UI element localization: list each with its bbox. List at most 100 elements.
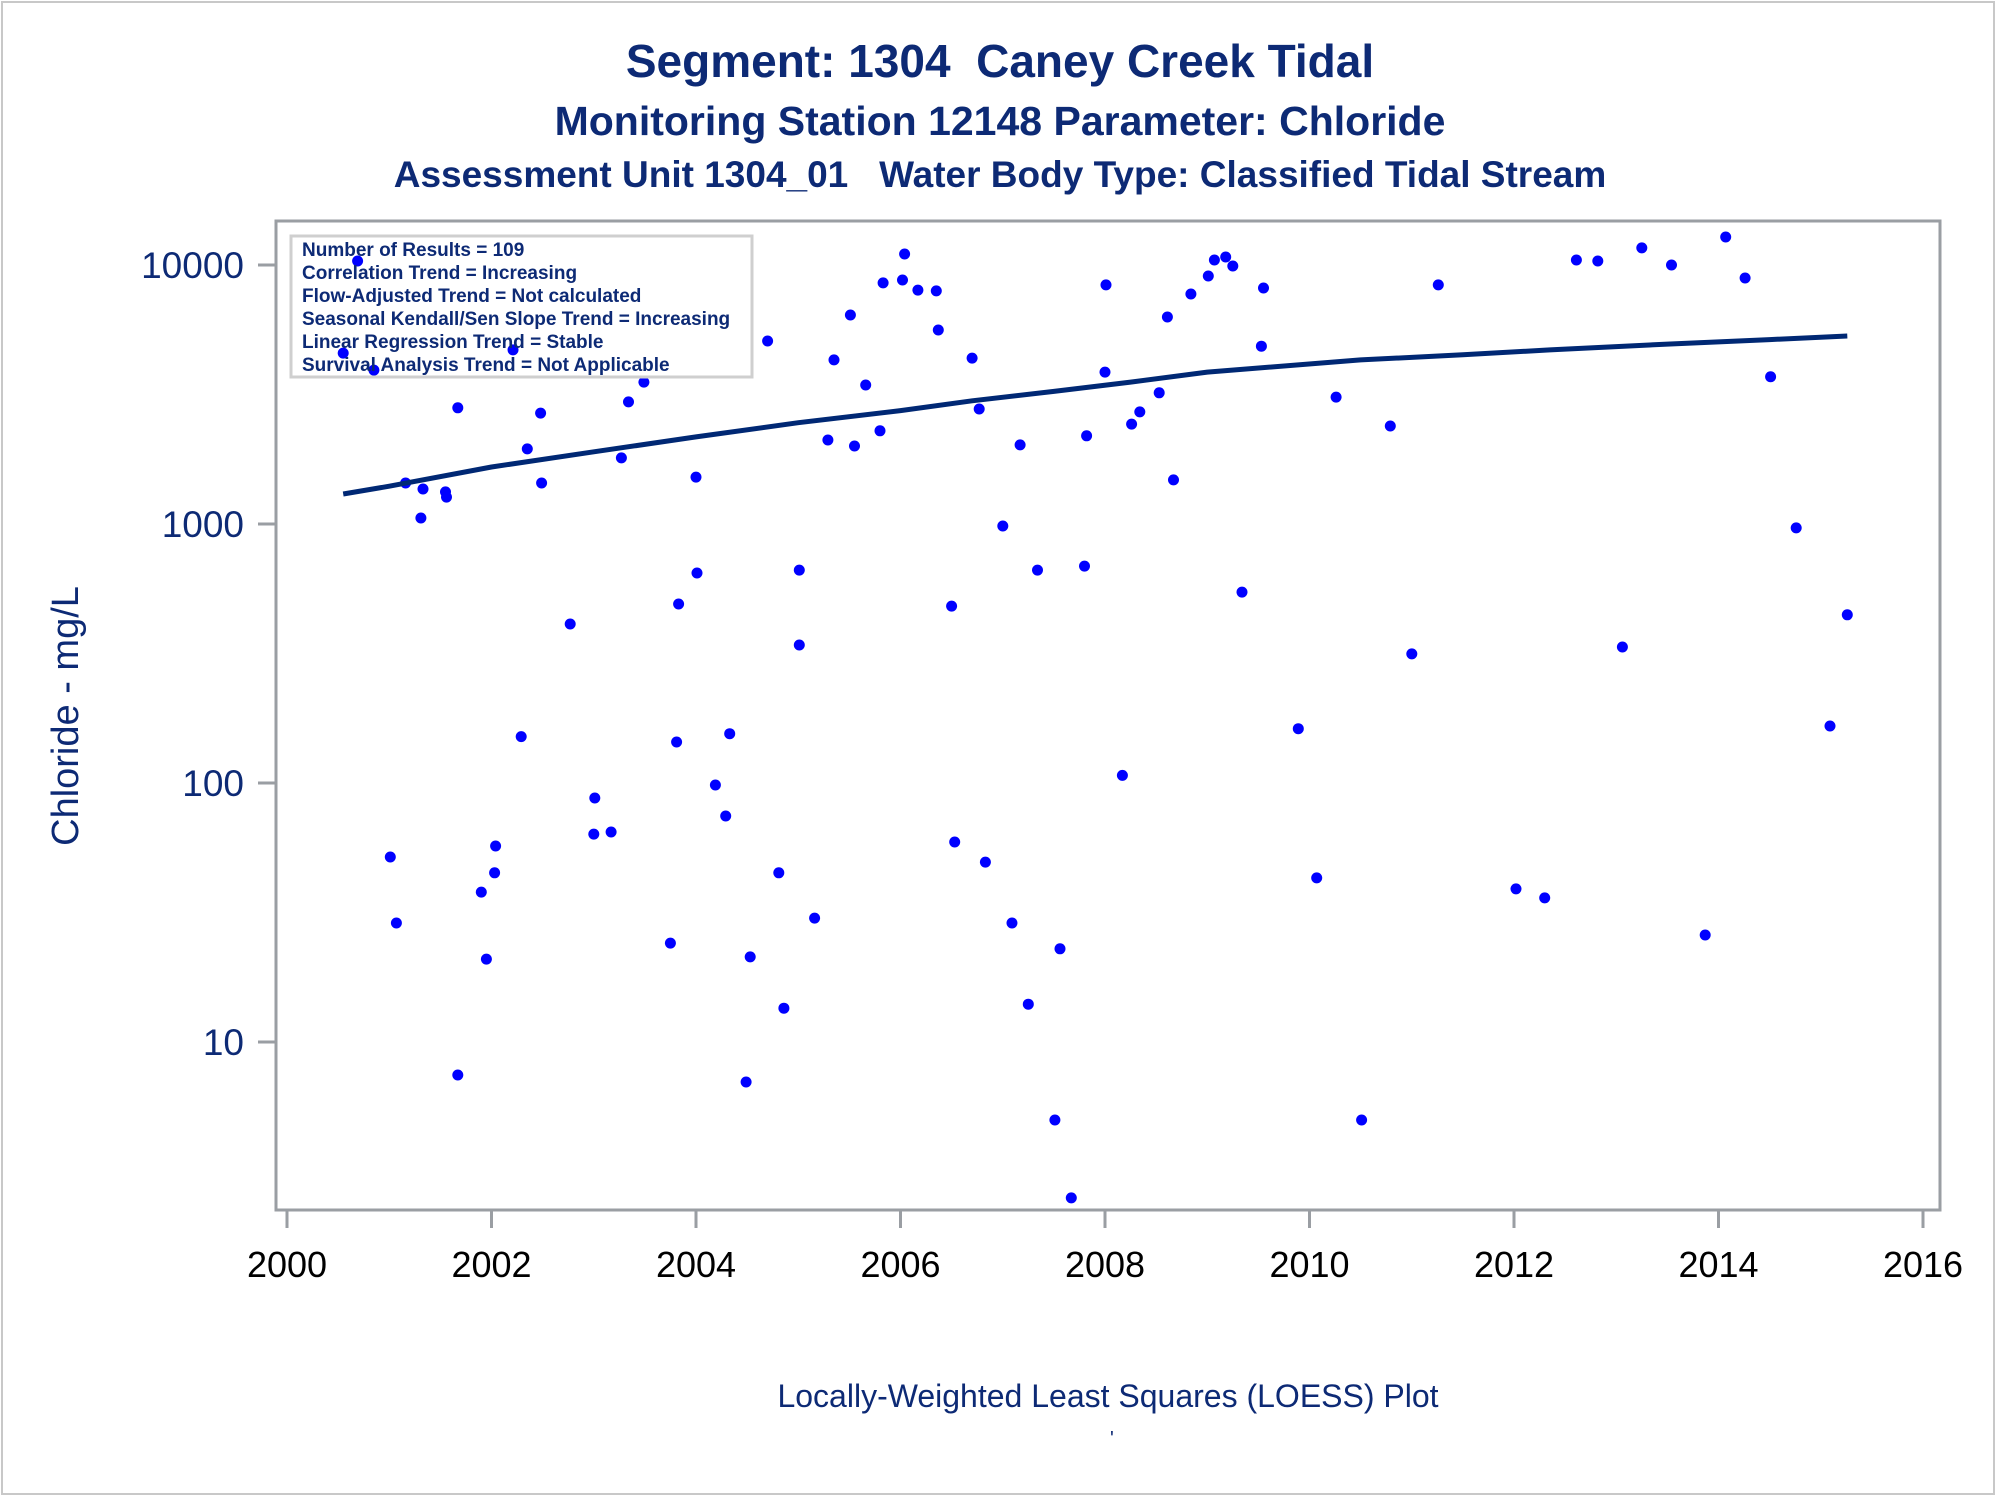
data-point [973, 403, 985, 415]
data-point [1824, 720, 1836, 732]
data-point [897, 274, 908, 286]
y-tick-label: 100 [182, 763, 244, 804]
data-point [1592, 255, 1604, 267]
data-point [671, 736, 683, 748]
y-tick-label: 10000 [141, 245, 244, 286]
y-axis-label: Chloride - mg/L [45, 586, 87, 846]
data-point [1765, 371, 1777, 383]
data-point [1168, 474, 1179, 486]
x-tick-label: 2014 [1678, 1244, 1758, 1285]
y-axis: 10 100 1000 10000 [141, 245, 276, 1063]
data-point [1666, 259, 1677, 271]
data-point [490, 840, 502, 852]
data-point [1636, 242, 1648, 254]
x-tick-label: 2004 [656, 1244, 736, 1285]
data-point [337, 347, 349, 359]
data-point [1202, 270, 1214, 282]
y-tick-label: 10 [203, 1022, 244, 1063]
data-point [691, 567, 703, 579]
data-point [515, 731, 527, 743]
data-point [997, 520, 1009, 532]
plot-footnote: Locally-Weighted Least Squares (LOESS) P… [777, 1378, 1439, 1414]
x-tick-label: 2008 [1065, 1244, 1145, 1285]
data-point [946, 600, 958, 612]
data-point [564, 618, 576, 630]
data-point [507, 344, 519, 356]
stats-flow-adjusted-trend: Flow-Adjusted Trend = Not calculated [302, 286, 641, 307]
data-point [793, 564, 805, 576]
data-point [1384, 420, 1396, 432]
x-axis: 2000 2002 2004 2006 2008 2010 2012 2014 2016 [247, 1210, 1963, 1285]
stats-survival-analysis-trend: Survival Analysis Trend = Not Applicable [302, 355, 670, 376]
data-point [623, 396, 634, 408]
data-point [773, 867, 785, 879]
stats-box-frame [289, 234, 754, 379]
stats-number-of-results: Number of Results = 109 [302, 240, 524, 261]
data-point [1022, 998, 1034, 1010]
data-point [1699, 929, 1711, 941]
data-point [1255, 340, 1267, 352]
x-tick-label: 2000 [247, 1244, 327, 1285]
data-point [1161, 311, 1173, 323]
data-point [589, 792, 601, 804]
data-point [1258, 282, 1269, 294]
data-point [536, 477, 548, 489]
data-point [822, 434, 834, 446]
data-point [390, 917, 402, 929]
data-point [844, 309, 856, 321]
data-point [441, 491, 452, 503]
data-point [417, 483, 429, 495]
data-point [1153, 387, 1165, 399]
data-point [521, 443, 533, 455]
data-point [1570, 254, 1582, 266]
data-point [724, 728, 736, 740]
data-point [1790, 522, 1802, 534]
stats-seasonal-kendall-trend: Seasonal Kendall/Sen Slope Trend = Incre… [302, 309, 730, 330]
data-point [1099, 366, 1111, 378]
data-point [1292, 723, 1304, 735]
x-tick-label: 2006 [860, 1244, 940, 1285]
data-point [1720, 231, 1732, 243]
data-point [1356, 1114, 1368, 1126]
data-point [1100, 279, 1112, 291]
data-point [415, 512, 427, 524]
data-point [1311, 872, 1323, 884]
data-point [1227, 260, 1239, 272]
x-tick-label: 2016 [1883, 1244, 1963, 1285]
data-point [638, 376, 650, 388]
data-point [809, 912, 821, 924]
data-point [1065, 1192, 1077, 1204]
data-point [744, 951, 756, 963]
data-point [1014, 439, 1026, 451]
data-point [912, 284, 924, 296]
data-point [1079, 560, 1090, 572]
x-tick-label: 2010 [1269, 1244, 1349, 1285]
data-point [979, 856, 991, 868]
data-point [452, 402, 464, 414]
data-point [860, 379, 872, 391]
data-point [899, 248, 911, 260]
data-point [793, 639, 805, 651]
chart-title: Segment: 1304 Caney Creek Tidal [625, 35, 1375, 87]
data-point [1841, 609, 1853, 621]
data-point [480, 953, 492, 965]
data-point [874, 425, 886, 437]
data-point [384, 851, 396, 863]
data-point [1134, 406, 1146, 418]
data-point [352, 255, 364, 267]
data-point [740, 1076, 752, 1088]
chart-subtitle-station: Monitoring Station 12148 Parameter: Chlo… [554, 98, 1446, 144]
stats-box: Number of Results = 109 Correlation Tren… [289, 234, 754, 379]
data-point [849, 440, 860, 452]
data-point [1054, 943, 1066, 955]
data-point [1116, 769, 1128, 781]
data-point [1081, 430, 1093, 442]
data-point [1236, 586, 1248, 598]
data-point [720, 810, 732, 822]
data-point [1510, 883, 1522, 895]
y-tick-label: 1000 [162, 504, 244, 545]
data-point [709, 779, 721, 791]
data-point [1616, 641, 1628, 653]
data-point [368, 364, 380, 376]
data-point [673, 598, 685, 610]
